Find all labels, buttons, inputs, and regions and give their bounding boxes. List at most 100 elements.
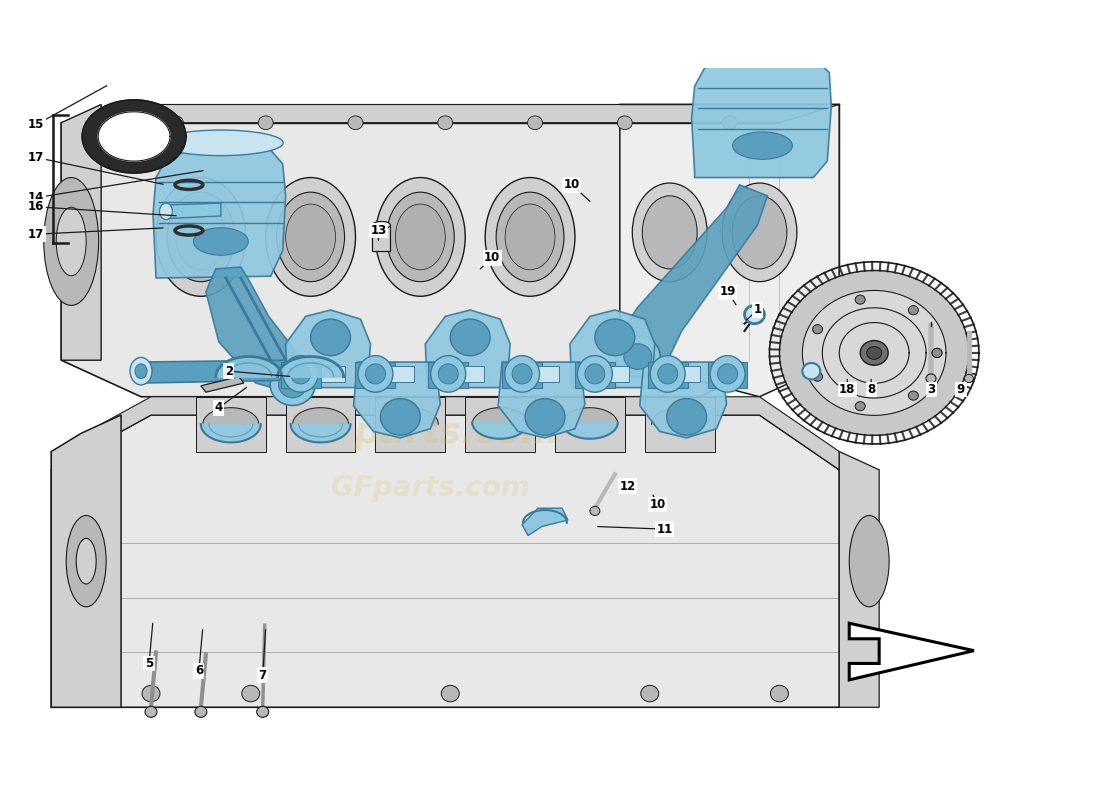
Polygon shape xyxy=(823,308,926,398)
Ellipse shape xyxy=(855,295,866,304)
Text: 17: 17 xyxy=(29,228,44,241)
Text: 12: 12 xyxy=(619,480,636,493)
Ellipse shape xyxy=(617,116,632,130)
Polygon shape xyxy=(82,100,186,173)
Ellipse shape xyxy=(56,207,86,276)
Text: 19: 19 xyxy=(719,286,736,298)
Text: 9: 9 xyxy=(957,383,965,396)
Polygon shape xyxy=(202,408,258,424)
Polygon shape xyxy=(153,143,286,278)
Ellipse shape xyxy=(717,364,737,384)
Ellipse shape xyxy=(485,178,575,296)
Polygon shape xyxy=(562,422,618,438)
Ellipse shape xyxy=(849,515,889,607)
Ellipse shape xyxy=(283,356,318,392)
Ellipse shape xyxy=(505,204,556,270)
Ellipse shape xyxy=(441,686,459,702)
Ellipse shape xyxy=(94,116,109,130)
Ellipse shape xyxy=(624,344,651,370)
Polygon shape xyxy=(605,366,629,382)
Ellipse shape xyxy=(286,204,336,270)
Polygon shape xyxy=(675,366,700,382)
Text: 11: 11 xyxy=(657,522,673,536)
Polygon shape xyxy=(849,623,974,680)
Ellipse shape xyxy=(135,364,147,378)
Ellipse shape xyxy=(145,706,157,718)
Text: 15: 15 xyxy=(29,118,44,131)
Polygon shape xyxy=(802,290,946,415)
Ellipse shape xyxy=(160,203,173,219)
Polygon shape xyxy=(201,424,261,442)
Bar xyxy=(373,225,390,250)
Ellipse shape xyxy=(381,398,420,435)
Text: 18: 18 xyxy=(839,383,856,396)
Ellipse shape xyxy=(158,130,283,156)
Polygon shape xyxy=(498,362,585,438)
Polygon shape xyxy=(651,408,707,424)
Ellipse shape xyxy=(667,398,706,435)
Ellipse shape xyxy=(142,686,160,702)
Polygon shape xyxy=(465,397,535,451)
Polygon shape xyxy=(472,422,528,438)
Polygon shape xyxy=(62,105,101,360)
Polygon shape xyxy=(707,362,748,388)
Polygon shape xyxy=(353,362,440,438)
Polygon shape xyxy=(196,397,266,451)
Ellipse shape xyxy=(358,356,393,392)
Polygon shape xyxy=(201,377,244,392)
Ellipse shape xyxy=(860,341,888,366)
Ellipse shape xyxy=(855,402,866,410)
Ellipse shape xyxy=(375,178,465,296)
Ellipse shape xyxy=(194,228,249,255)
Ellipse shape xyxy=(438,116,453,130)
Ellipse shape xyxy=(909,391,918,400)
Ellipse shape xyxy=(373,222,390,229)
Ellipse shape xyxy=(258,116,273,130)
Ellipse shape xyxy=(431,356,465,392)
Polygon shape xyxy=(502,362,542,388)
Polygon shape xyxy=(166,203,221,218)
Polygon shape xyxy=(52,415,121,707)
Ellipse shape xyxy=(813,372,823,381)
Polygon shape xyxy=(426,310,510,388)
Polygon shape xyxy=(428,362,469,388)
Polygon shape xyxy=(619,105,839,397)
Polygon shape xyxy=(52,397,839,470)
Ellipse shape xyxy=(66,515,106,607)
Text: 2: 2 xyxy=(224,365,233,378)
Ellipse shape xyxy=(615,336,660,377)
Ellipse shape xyxy=(365,364,385,384)
Polygon shape xyxy=(375,397,446,451)
Text: 7: 7 xyxy=(258,669,267,682)
Polygon shape xyxy=(460,366,484,382)
Polygon shape xyxy=(472,408,528,424)
Ellipse shape xyxy=(44,178,99,306)
Polygon shape xyxy=(839,451,879,707)
Polygon shape xyxy=(562,408,618,424)
Polygon shape xyxy=(62,122,780,397)
Text: GFparts.com: GFparts.com xyxy=(301,416,560,450)
Ellipse shape xyxy=(278,372,307,398)
Ellipse shape xyxy=(697,38,827,64)
Polygon shape xyxy=(293,408,349,424)
Polygon shape xyxy=(648,362,688,388)
Polygon shape xyxy=(355,362,395,388)
Polygon shape xyxy=(535,366,559,382)
Polygon shape xyxy=(839,322,909,383)
Text: 3: 3 xyxy=(927,383,935,396)
Text: 10: 10 xyxy=(564,178,580,191)
Ellipse shape xyxy=(505,356,539,392)
Ellipse shape xyxy=(722,116,737,130)
Ellipse shape xyxy=(176,204,226,270)
Ellipse shape xyxy=(632,183,707,282)
Ellipse shape xyxy=(650,356,685,392)
Ellipse shape xyxy=(528,116,542,130)
Ellipse shape xyxy=(595,319,635,356)
Polygon shape xyxy=(618,185,768,370)
Text: 10: 10 xyxy=(484,251,500,265)
Polygon shape xyxy=(522,508,568,535)
Ellipse shape xyxy=(156,178,245,296)
Polygon shape xyxy=(383,408,438,424)
Ellipse shape xyxy=(525,398,565,435)
Polygon shape xyxy=(62,105,839,122)
